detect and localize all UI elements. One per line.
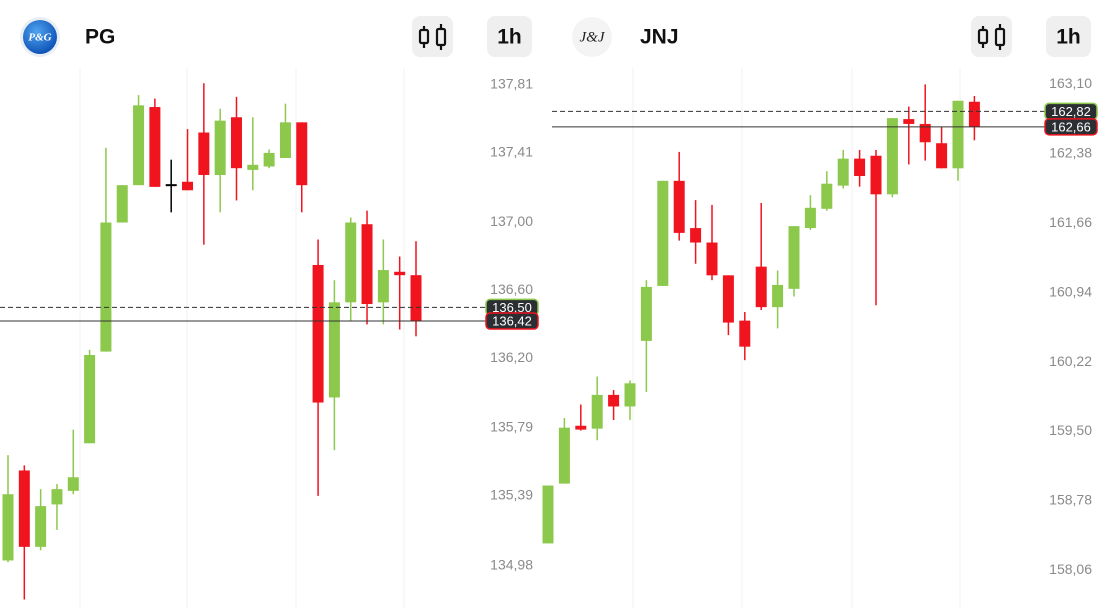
ticker-title: JNJ [640,26,679,49]
y-tick-label: 136,20 [490,349,533,365]
interval-label[interactable]: 1h [497,26,522,49]
y-tick-label: 137,00 [490,213,533,229]
candle-body [84,354,96,444]
candle-body [263,152,275,167]
logo-text: P&G [28,32,51,44]
candle-body [739,320,751,347]
candle-body [116,185,128,223]
candle-body [706,242,718,276]
candle-body [67,477,79,491]
y-tick-label: 163,10 [1049,75,1092,91]
price-tag-label: 162,82 [1051,104,1091,119]
chart-type-button[interactable] [971,16,1012,57]
candle-body [394,271,406,276]
candle-body [279,122,291,158]
y-tick-label: 158,78 [1049,492,1092,508]
price-tag-label: 136,42 [492,313,532,328]
y-tick-label: 137,41 [490,144,533,160]
candle-body [755,266,767,308]
candle-body [100,222,112,352]
candle-body [542,485,554,544]
price-tag-label: 136,50 [492,300,532,315]
price-tag [485,312,539,330]
candle-body [575,425,587,430]
y-tick-label: 159,50 [1049,422,1092,438]
candle-body [312,264,324,403]
candle-body [821,183,833,209]
candle-body [361,224,373,305]
candle-body [51,489,63,505]
candle-body [608,394,620,407]
y-tick-label: 162,38 [1049,145,1092,161]
y-tick-label: 135,79 [490,419,533,435]
price-tag-label: 162,66 [1051,119,1091,134]
logo-text: J&J [580,29,606,45]
candle-body [837,158,849,186]
y-tick-label: 136,60 [490,281,533,297]
candle-body [772,284,784,308]
logo-frame [572,17,612,57]
y-tick-label: 135,39 [490,487,533,503]
candle-body [377,270,389,303]
candle-body [214,120,226,175]
chart-type-button[interactable] [412,16,453,57]
candle-body [165,184,177,187]
candle-body [35,506,47,547]
candle-body [18,470,30,547]
y-tick-label: 160,22 [1049,353,1092,369]
candle-body [952,100,964,169]
candle-body [673,180,685,233]
candle-body [640,286,652,341]
candle-body [591,394,603,429]
candle-body [903,119,915,124]
candle-body [968,101,980,127]
candle-body [624,383,636,407]
interval-button[interactable]: 1h [487,16,532,57]
candle-body [410,275,422,322]
candle-body [182,181,194,191]
candle-body [328,302,340,398]
candle-body [149,107,161,187]
candle-body [133,105,145,186]
y-tick-label: 137,81 [490,76,533,92]
candle-body [558,427,570,484]
y-tick-label: 161,66 [1049,214,1092,230]
candle-body [247,164,259,170]
candle-body [854,158,866,176]
candle-body [230,117,242,169]
candle-body [886,118,898,195]
candle-body [345,222,357,303]
y-tick-label: 160,94 [1049,283,1092,299]
candle-body [936,143,948,169]
candle-body [722,275,734,323]
candle-body [690,228,702,243]
candle-body [2,494,14,561]
y-tick-label: 158,06 [1049,561,1092,577]
interval-button[interactable]: 1h [1046,16,1091,57]
y-tick-label: 134,98 [490,556,533,572]
candle-body [657,180,669,286]
pg-logo [23,20,57,54]
interval-label[interactable]: 1h [1056,26,1081,49]
candle-body [296,122,308,186]
price-tag [1044,118,1098,136]
ticker-title: PG [85,26,115,49]
candle-body [804,207,816,229]
candle-body [919,123,931,143]
candle-body [870,155,882,195]
candle-body [788,226,800,289]
candle-body [198,132,210,175]
